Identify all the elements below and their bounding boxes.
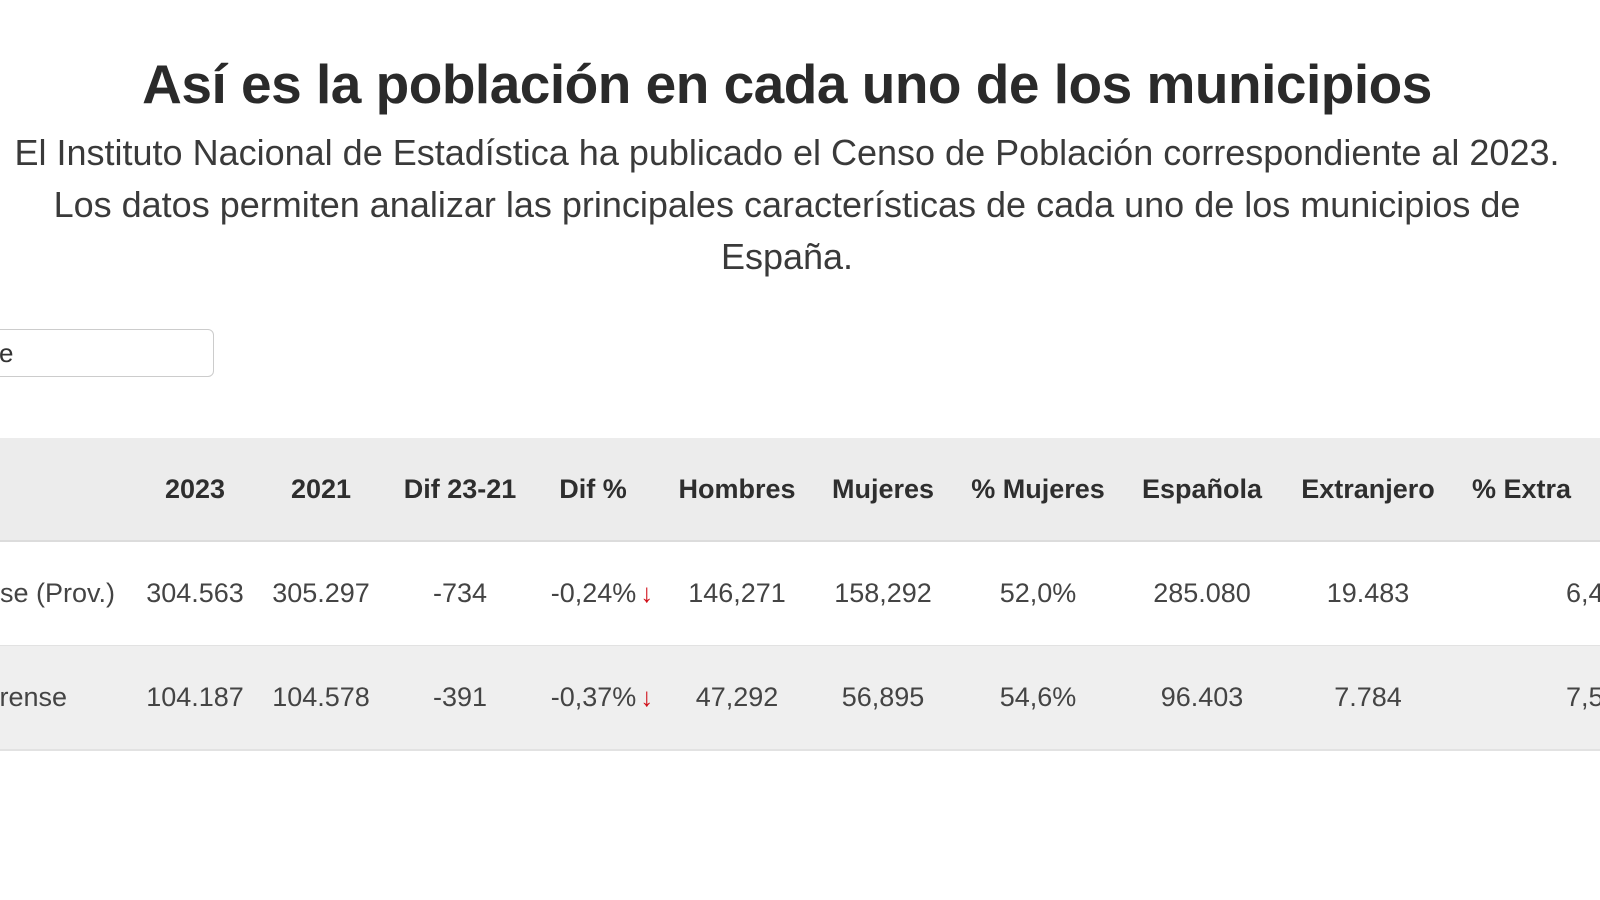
cell-hombres: 47,292 — [695, 682, 779, 712]
cell-espanola: 96.403 — [1160, 682, 1244, 712]
cell-espanola: 285.080 — [1153, 578, 1251, 608]
cell-mujeres: 158,292 — [834, 578, 932, 608]
cell-pct-extranjero: 7,5 — [1566, 682, 1600, 712]
table-row: se (Prov.) 304.563 305.297 -734 -0,24% ↓ … — [0, 542, 1600, 647]
arrow-down-icon: ↓ — [640, 578, 654, 608]
column-header-mujeres[interactable]: Mujeres — [831, 473, 935, 504]
dif-pct-value: -0,24% — [550, 578, 637, 608]
cell-mujeres: 56,895 — [841, 682, 925, 712]
column-header-hombres[interactable]: Hombres — [678, 473, 796, 504]
municipality-name: rense — [0, 682, 67, 712]
cell-dif-pct: -0,24% ↓ — [551, 542, 654, 645]
cell-pct-mujeres: 52,0% — [999, 578, 1077, 608]
cell-hombres: 146,271 — [688, 578, 786, 608]
cell-pct-mujeres: 54,6% — [999, 682, 1077, 712]
dif-pct-value: -0,37% — [550, 682, 637, 712]
column-header-espanola[interactable]: Española — [1141, 473, 1263, 504]
cell-extranjero: 7.784 — [1334, 682, 1402, 712]
table-row: rense 104.187 104.578 -391 -0,37% ↓ 47,29… — [0, 646, 1600, 751]
cell-2023: 104.187 — [146, 682, 244, 712]
cell-dif: -391 — [432, 682, 488, 712]
cell-extranjero: 19.483 — [1326, 578, 1410, 608]
column-header-extranjero[interactable]: Extranjero — [1301, 473, 1435, 504]
cell-dif: -734 — [432, 578, 488, 608]
table-header: 2023 2021 Dif 23-21 Dif % Hombres Mujere… — [0, 438, 1600, 542]
cell-pct-extranjero: 6,4 — [1566, 578, 1600, 608]
page-title: Así es la población en cada uno de los m… — [142, 53, 1432, 115]
cell-2021: 305.297 — [272, 578, 370, 608]
arrow-down-icon: ↓ — [640, 682, 654, 712]
cell-2021: 104.578 — [272, 682, 370, 712]
cell-dif-pct: -0,37% ↓ — [551, 646, 654, 749]
column-header-pct-mujeres[interactable]: % Mujeres — [971, 473, 1105, 504]
column-header-dif[interactable]: Dif 23-21 — [403, 473, 517, 504]
subtitle-line-3: España. — [720, 236, 854, 277]
cell-2023: 304.563 — [146, 578, 244, 608]
subtitle-line-2: Los datos permiten analizar las principa… — [53, 184, 1521, 225]
column-header-dif-pct[interactable]: Dif % — [559, 473, 627, 504]
column-header-2021[interactable]: 2021 — [290, 473, 352, 504]
column-header-pct-extranjero[interactable]: % Extra — [1472, 473, 1572, 504]
column-header-2023[interactable]: 2023 — [164, 473, 226, 504]
municipality-name: se (Prov.) — [0, 578, 115, 608]
subtitle-line-1: El Instituto Nacional de Estadística ha … — [14, 132, 1560, 173]
search-input[interactable]: e — [0, 329, 214, 377]
